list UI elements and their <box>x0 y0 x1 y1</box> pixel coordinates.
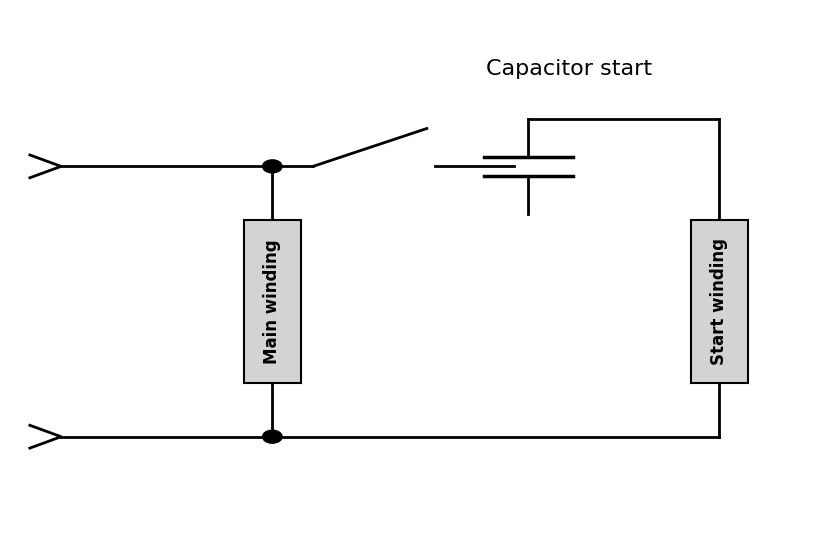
Circle shape <box>263 430 282 443</box>
Bar <box>244 221 300 383</box>
Text: Main winding: Main winding <box>264 239 282 364</box>
Circle shape <box>263 160 282 173</box>
Bar <box>690 221 748 383</box>
Text: Capacitor start: Capacitor start <box>486 59 652 79</box>
Text: Start winding: Start winding <box>710 238 728 365</box>
